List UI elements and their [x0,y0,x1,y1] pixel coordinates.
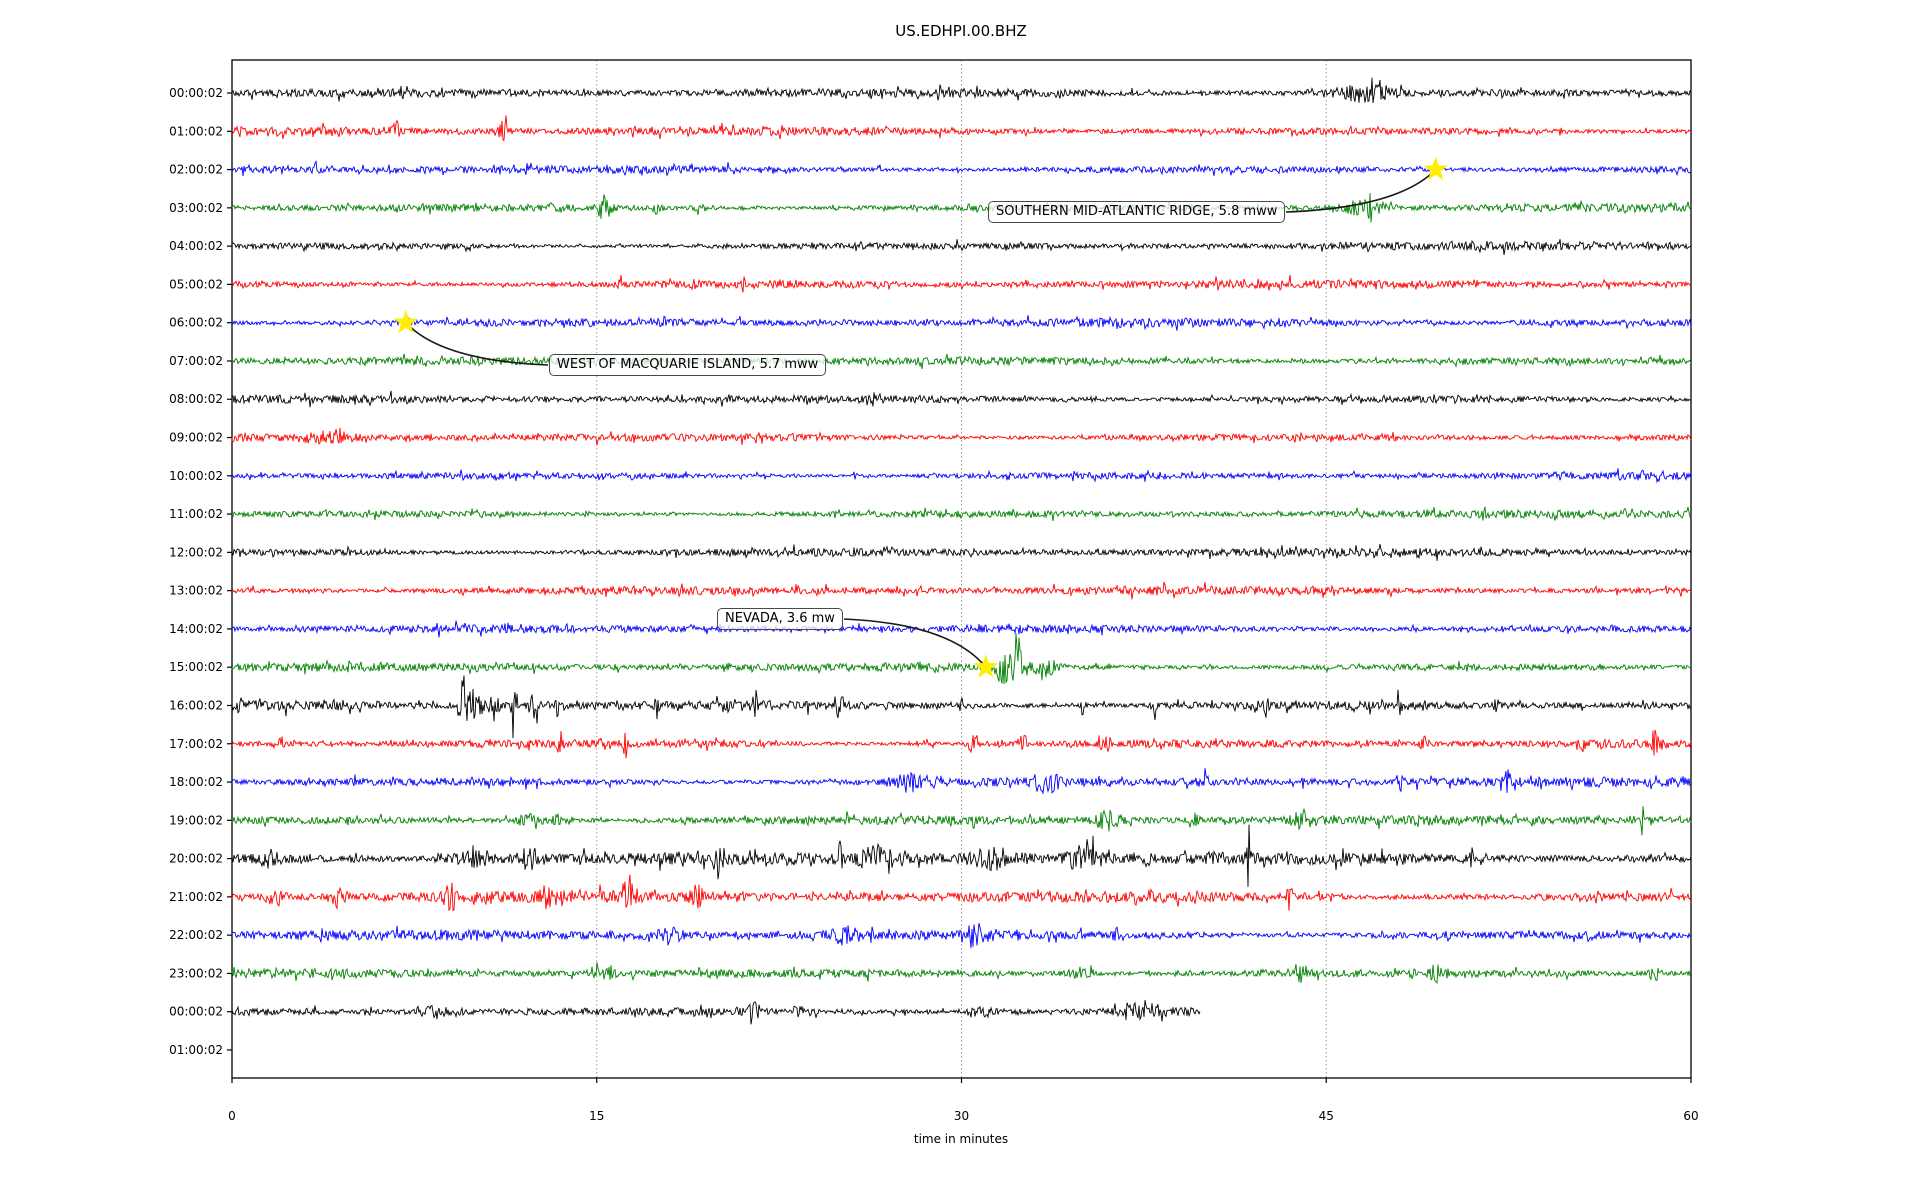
x-tick-label: 0 [228,1109,236,1123]
row-time-label: 09:00:02 [169,431,223,445]
seismogram-trace [231,874,1692,912]
axes: 00:00:02 01:00:02 02:00:02 03:00:02 04:00:02… [169,59,1699,1123]
row-time-label: 23:00:02 [169,966,223,980]
seismogram-trace [231,160,1692,177]
annotation-leader-line [405,322,549,366]
annotation-leader-line [1285,169,1437,213]
row-time-label: 18:00:02 [169,775,223,789]
event-star-icon [973,654,999,678]
row-time-label: 22:00:02 [169,928,223,942]
row-time-label: 07:00:02 [169,354,223,368]
seismogram-trace [231,239,1692,255]
seismogram-trace [231,193,1692,223]
row-time-label: 01:00:02 [169,124,223,138]
seismogram-trace [231,390,1692,408]
event-star-icon [1423,156,1448,181]
seismogram-trace [231,768,1692,795]
row-time-label: 11:00:02 [169,507,223,521]
gridlines [596,60,1327,1078]
row-time-label: 14:00:02 [169,622,223,636]
row-time-label: 00:00:02 [169,1005,223,1019]
event-annotation: WEST OF MACQUARIE ISLAND, 5.7 mww [549,354,827,376]
seismogram-trace [231,824,1692,887]
seismogram-trace [231,633,1692,685]
row-time-label: 00:00:02 [169,86,223,100]
row-time-label: 10:00:02 [169,469,223,483]
row-time-label: 20:00:02 [169,852,223,866]
x-tick-label: 30 [954,1109,969,1123]
seismogram-trace [231,315,1692,331]
row-time-label: 19:00:02 [169,813,223,827]
row-time-label: 03:00:02 [169,201,223,215]
seismogram-trace [231,729,1692,759]
event-markers [393,156,1448,678]
row-time-label: 17:00:02 [169,737,223,751]
seismogram-trace [231,274,1692,293]
seismogram-trace [231,1000,1201,1025]
seismogram-trace [231,115,1692,141]
x-axis-label: time in minutes [914,1132,1008,1146]
row-time-label: 06:00:02 [169,316,223,330]
row-time-label: 08:00:02 [169,392,223,406]
x-tick-label: 15 [589,1109,604,1123]
event-star-icon [393,309,419,334]
row-time-label: 13:00:02 [169,584,223,598]
row-time-label: 16:00:02 [169,698,223,712]
seismogram-trace [231,77,1692,104]
seismogram-trace [231,675,1692,739]
row-time-label: 21:00:02 [169,890,223,904]
row-time-label: 02:00:02 [169,163,223,177]
seismogram-trace [231,620,1692,638]
seismogram-trace [231,544,1692,561]
seismogram-trace [231,427,1692,446]
row-time-label: 05:00:02 [169,277,223,291]
row-time-label: 01:00:02 [169,1043,223,1057]
event-annotation: NEVADA, 3.6 mw [717,608,843,630]
x-tick-label: 60 [1683,1109,1698,1123]
seismogram-trace [231,962,1692,985]
seismogram-trace [231,468,1692,484]
seismogram-trace [231,353,1692,370]
plot-title: US.EDHPI.00.BHZ [895,22,1027,40]
seismogram-traces [231,77,1692,1025]
event-annotation: SOUTHERN MID-ATLANTIC RIDGE, 5.8 mww [988,201,1286,223]
row-time-label: 15:00:02 [169,660,223,674]
seismogram-trace [231,806,1692,836]
seismogram-trace [231,922,1692,949]
x-tick-label: 45 [1319,1109,1334,1123]
annotation-leader-line [843,618,987,668]
row-time-label: 04:00:02 [169,239,223,253]
seismogram-trace [231,506,1692,522]
seismogram-trace [231,581,1692,600]
row-time-label: 12:00:02 [169,545,223,559]
